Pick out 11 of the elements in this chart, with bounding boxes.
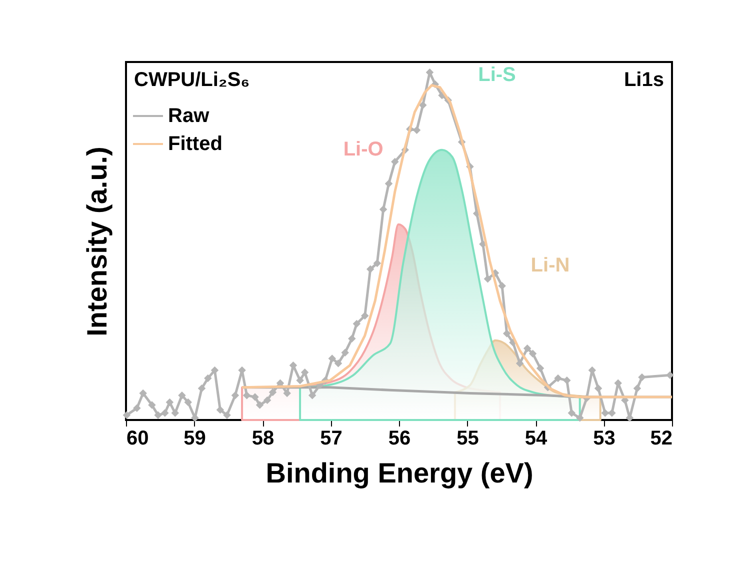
- x-tick-label: 53: [593, 428, 616, 450]
- x-tick-label: 60: [126, 428, 149, 450]
- x-tick-label: 59: [184, 428, 206, 450]
- x-tick-label: 52: [650, 428, 672, 450]
- x-tick-label: 55: [456, 428, 479, 450]
- y-axis-title: Intensity (a.u.): [82, 146, 112, 336]
- x-tick-label: 57: [320, 428, 342, 450]
- x-tick-label: 56: [388, 428, 411, 450]
- x-tick-label: 54: [524, 428, 548, 450]
- x-axis-title: Binding Energy (eV): [266, 458, 534, 488]
- x-tick-label: 58: [252, 428, 274, 450]
